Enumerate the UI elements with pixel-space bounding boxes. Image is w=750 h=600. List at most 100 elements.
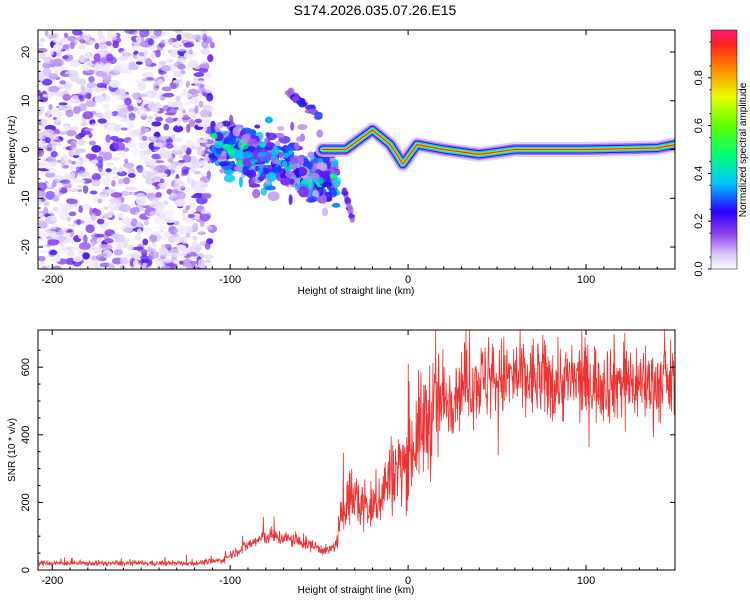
spectrogram-scatter-blob	[258, 142, 267, 148]
spectrogram-noise-blob	[130, 218, 138, 227]
spectrogram-noise-blob	[38, 106, 45, 116]
spectrogram-scatter-blob	[293, 142, 300, 151]
spectrogram-noise-blob	[203, 254, 215, 260]
spectrogram-noise-blob	[104, 109, 113, 119]
spectrogram-noise-blob	[50, 151, 58, 158]
spectrogram-scatter-blob	[252, 149, 259, 160]
spectrogram-noise-blob	[56, 50, 62, 57]
spectrogram-noise-blob	[206, 170, 212, 179]
spectrogram-noise-blob	[132, 259, 138, 267]
spectrogram-noise-blob	[72, 154, 80, 159]
spectrogram-noise-blob	[65, 80, 74, 85]
spectrogram-noise-blob	[78, 31, 84, 37]
spectrogram-noise-blob	[139, 30, 150, 38]
spectrogram-noise-blob	[78, 43, 86, 50]
spectrogram-scatter-blob	[210, 132, 218, 140]
spectrogram-noise-blob	[94, 112, 103, 118]
spectrogram-noise-blob	[96, 237, 102, 245]
spectrogram-noise-blob	[185, 147, 192, 155]
spectrogram-noise-blob	[66, 198, 78, 205]
spectrogram-noise-blob	[71, 147, 78, 151]
spectrogram-noise-blob	[123, 162, 135, 169]
spectrogram-noise-blob	[192, 141, 201, 149]
spectrogram-noise-blob	[151, 121, 162, 127]
spectrogram-noise-blob	[131, 45, 138, 51]
spectrogram-noise-blob	[63, 174, 73, 180]
spectrogram-noise-blob	[45, 190, 56, 200]
spectrogram-noise-blob	[136, 164, 144, 174]
spectrogram-noise-blob	[145, 58, 153, 66]
spectrogram-noise-blob	[209, 41, 215, 49]
spectrogram-noise-blob	[174, 42, 181, 48]
spectrogram-noise-blob	[110, 200, 122, 205]
spectrogram-trace-core	[322, 129, 675, 165]
spectrogram-noise-blob	[83, 234, 88, 244]
spectrogram-noise-blob	[171, 163, 177, 170]
spectrogram-noise-blob	[165, 143, 174, 149]
spectrogram-noise-blob	[38, 73, 45, 82]
spectrogram-scatter-blob	[242, 151, 254, 158]
spectrogram-noise-blob	[71, 246, 82, 251]
spectrogram-scatter-blob	[284, 146, 295, 152]
spectrogram-noise-blob	[190, 164, 196, 172]
spectrogram-noise-blob	[164, 218, 176, 223]
spectrogram-noise-blob	[180, 87, 189, 94]
spectrogram-noise-blob	[53, 175, 65, 181]
spectrogram-scatter-blob	[270, 149, 275, 160]
spectrogram-noise-blob	[91, 247, 103, 254]
spectrogram-scatter-blob	[246, 169, 257, 179]
spectrogram-scatter-blob	[312, 177, 319, 183]
spectrogram-noise-blob	[128, 112, 136, 121]
spectrogram-noise-blob	[130, 92, 141, 100]
spectrogram-noise-blob	[199, 64, 208, 69]
spectrogram-lower-branch-blob	[348, 214, 355, 219]
spectrogram-noise-blob	[95, 38, 106, 44]
spectrogram-noise-blob	[38, 146, 44, 155]
spectrogram-scatter-blob	[321, 207, 329, 217]
spectrogram-noise-blob	[78, 170, 91, 178]
spectrogram-noise-blob	[85, 40, 90, 45]
spectrogram-noise-blob	[49, 249, 58, 256]
spectrogram-noise-blob	[89, 190, 98, 195]
spectrogram-noise-blob	[91, 179, 101, 187]
spectrogram-noise-blob	[78, 55, 87, 63]
spectrogram-noise-blob	[107, 202, 116, 210]
spectrogram-noise-blob	[144, 159, 157, 166]
spectrogram-scatter-blob	[308, 195, 318, 203]
spectrogram-noise-blob	[52, 37, 64, 44]
snr-y-ticks: 0 200 400 600	[20, 349, 675, 573]
spectrogram-noise-blob	[171, 134, 176, 140]
spectrogram-noise-blob	[203, 85, 215, 94]
spectrogram-scatter-blob	[277, 132, 285, 139]
spectrogram-upper-branch-blob	[287, 87, 295, 95]
spectrogram-noise-blob	[203, 163, 214, 170]
spectrogram-noise-blob	[39, 37, 46, 43]
spectrogram-noise-blob	[54, 68, 59, 75]
spectrogram-scatter-blob	[316, 162, 327, 170]
spectrogram-noise-blob	[80, 84, 86, 92]
spectrogram-scatter-blob	[290, 121, 295, 131]
spectrogram-noise-blob	[182, 154, 192, 163]
spectrogram-noise-blob	[193, 170, 202, 175]
spectrogram-scatter-blob	[249, 129, 257, 137]
spectrogram-noise-blob	[155, 49, 161, 58]
spectrogram-noise-blob	[102, 66, 108, 73]
spectrogram-noise-blob	[153, 30, 162, 37]
spectrogram-noise-blob	[134, 128, 142, 134]
spectrogram-scatter-blob	[296, 166, 308, 177]
spectrogram-y-tick-label: 10	[20, 95, 32, 107]
spectrogram-noise-blob	[43, 128, 55, 138]
spectrogram-noise-blob	[191, 222, 199, 232]
spectrogram-lower-branch-blob	[347, 208, 354, 214]
spectrogram-noise-blob	[76, 179, 86, 184]
spectrogram-noise-blob	[191, 235, 198, 240]
spectrogram-noise-blob	[62, 139, 67, 144]
spectrogram-noise-blob	[82, 34, 92, 39]
spectrogram-noise-blob	[67, 35, 77, 42]
spectrogram-noise-blob	[132, 147, 139, 157]
spectrogram-noise-blob	[188, 119, 196, 128]
spectrogram-noise-blob	[66, 249, 75, 259]
spectrogram-noise-blob	[84, 58, 91, 62]
snr-y-tick-label: 600	[20, 358, 32, 376]
